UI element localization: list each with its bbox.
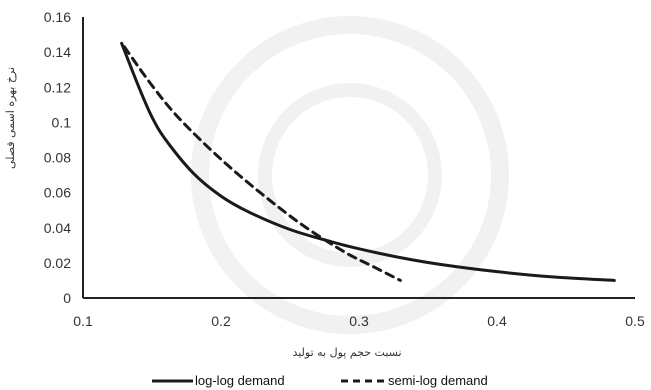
y-tick-label: 0.04 (44, 220, 71, 236)
series-layer (120, 41, 616, 282)
legend: log-log demand semi-log demand (152, 373, 488, 388)
y-tick-labels: 0 0.02 0.04 0.06 0.08 0.1 0.12 0.14 0.16 (44, 9, 71, 306)
legend-label-semi-log: semi-log demand (388, 373, 488, 388)
y-tick-label: 0.12 (44, 79, 71, 95)
y-tick-label: 0.02 (44, 255, 71, 271)
y-axis-title: نرخ بهره اسمی فصلی (4, 67, 17, 169)
x-tick-label: 0.5 (625, 313, 645, 329)
legend-label-log-log: log-log demand (195, 373, 285, 388)
x-tick-labels: 0.1 0.2 0.3 0.4 0.5 (73, 313, 645, 329)
y-tick-label: 0.06 (44, 185, 71, 201)
x-tick-label: 0.3 (349, 313, 369, 329)
y-tick-label: 0.08 (44, 150, 71, 166)
x-tick-label: 0.2 (211, 313, 231, 329)
series-line-semi-log (122, 45, 402, 282)
x-tick-label: 0.1 (73, 313, 93, 329)
x-axis-title: نسبت حجم پول به تولید (292, 346, 401, 359)
y-tick-label: 0.14 (44, 44, 71, 60)
x-tick-label: 0.4 (487, 313, 507, 329)
y-tick-label: 0 (63, 290, 71, 306)
y-tick-label: 0.16 (44, 9, 71, 25)
series-line-log-log (120, 41, 616, 282)
y-tick-label: 0.1 (52, 114, 72, 130)
watermark (191, 16, 509, 334)
